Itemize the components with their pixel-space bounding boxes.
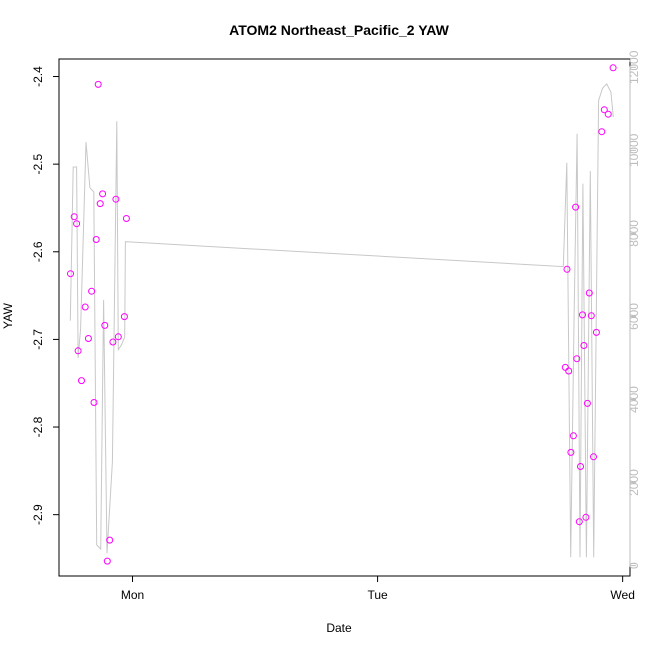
x-tick-label: Tue <box>367 588 388 602</box>
y-tick-label: -2.4 <box>31 66 45 87</box>
series-points-layer <box>67 64 617 565</box>
y-tick-label: -2.9 <box>31 504 45 525</box>
data-point <box>561 363 569 371</box>
data-point <box>103 557 111 565</box>
data-point <box>106 536 114 544</box>
data-point <box>96 200 104 208</box>
x-axis-label: Date <box>326 621 352 635</box>
data-point <box>99 190 107 198</box>
x-tick-label: Wed <box>610 588 634 602</box>
data-point <box>572 203 580 211</box>
data-point <box>101 321 109 329</box>
chart-title: ATOM2 Northeast_Pacific_2 YAW <box>229 22 449 38</box>
data-point <box>577 463 584 470</box>
data-point <box>563 265 571 273</box>
data-point <box>122 215 130 222</box>
data-point <box>88 287 96 295</box>
y2-tick-label: 10000 <box>627 133 641 167</box>
y2-tick-label: 2000 <box>627 469 641 496</box>
data-point <box>587 312 595 320</box>
y2-tick-label: 8000 <box>627 220 641 247</box>
y2-tick-label: 6000 <box>627 303 641 330</box>
data-point <box>575 518 583 526</box>
data-point <box>600 106 608 114</box>
data-point <box>579 311 586 319</box>
data-point <box>94 80 102 88</box>
data-point <box>609 64 617 72</box>
data-point <box>114 333 122 341</box>
data-point <box>585 289 593 297</box>
data-point <box>70 213 78 221</box>
data-point <box>565 367 573 375</box>
secondary-y-axis: 0 2000 4000 6000 8000 10000 12000 <box>627 50 641 569</box>
series-line <box>69 83 614 558</box>
data-point <box>590 453 597 461</box>
data-point <box>598 128 606 136</box>
y2-tick-label: 0 <box>627 562 641 569</box>
y2-tick-label: 12000 <box>627 50 641 84</box>
plot-frame <box>58 58 631 577</box>
data-point <box>73 220 81 228</box>
y-tick-label: -2.5 <box>31 153 45 174</box>
data-point <box>582 513 590 521</box>
data-point <box>78 377 85 385</box>
y-tick-label: -2.6 <box>31 241 45 262</box>
data-point <box>92 236 100 243</box>
data-point <box>592 328 600 336</box>
y-tick-label: -2.7 <box>31 329 45 350</box>
data-point <box>67 270 74 278</box>
x-tick-label: Mon <box>121 588 144 602</box>
y-axis: -2.9 -2.8 -2.7 -2.6 -2.5 -2.4 <box>31 66 60 525</box>
data-point <box>112 195 120 203</box>
y-axis-label: YAW <box>1 302 15 329</box>
data-point <box>573 355 581 363</box>
data-point <box>120 313 128 321</box>
data-point <box>74 347 82 355</box>
data-point <box>84 335 92 342</box>
data-point <box>604 110 612 118</box>
y-tick-label: -2.8 <box>31 416 45 437</box>
x-axis: Mon Tue Wed <box>121 575 635 602</box>
data-point <box>567 448 575 456</box>
data-point <box>569 432 577 440</box>
series-line-layer <box>69 83 614 558</box>
y2-tick-label: 4000 <box>627 386 641 413</box>
data-point <box>583 399 591 407</box>
data-point <box>90 399 98 406</box>
data-point <box>81 303 89 311</box>
data-point <box>109 338 117 346</box>
data-point <box>580 342 588 349</box>
